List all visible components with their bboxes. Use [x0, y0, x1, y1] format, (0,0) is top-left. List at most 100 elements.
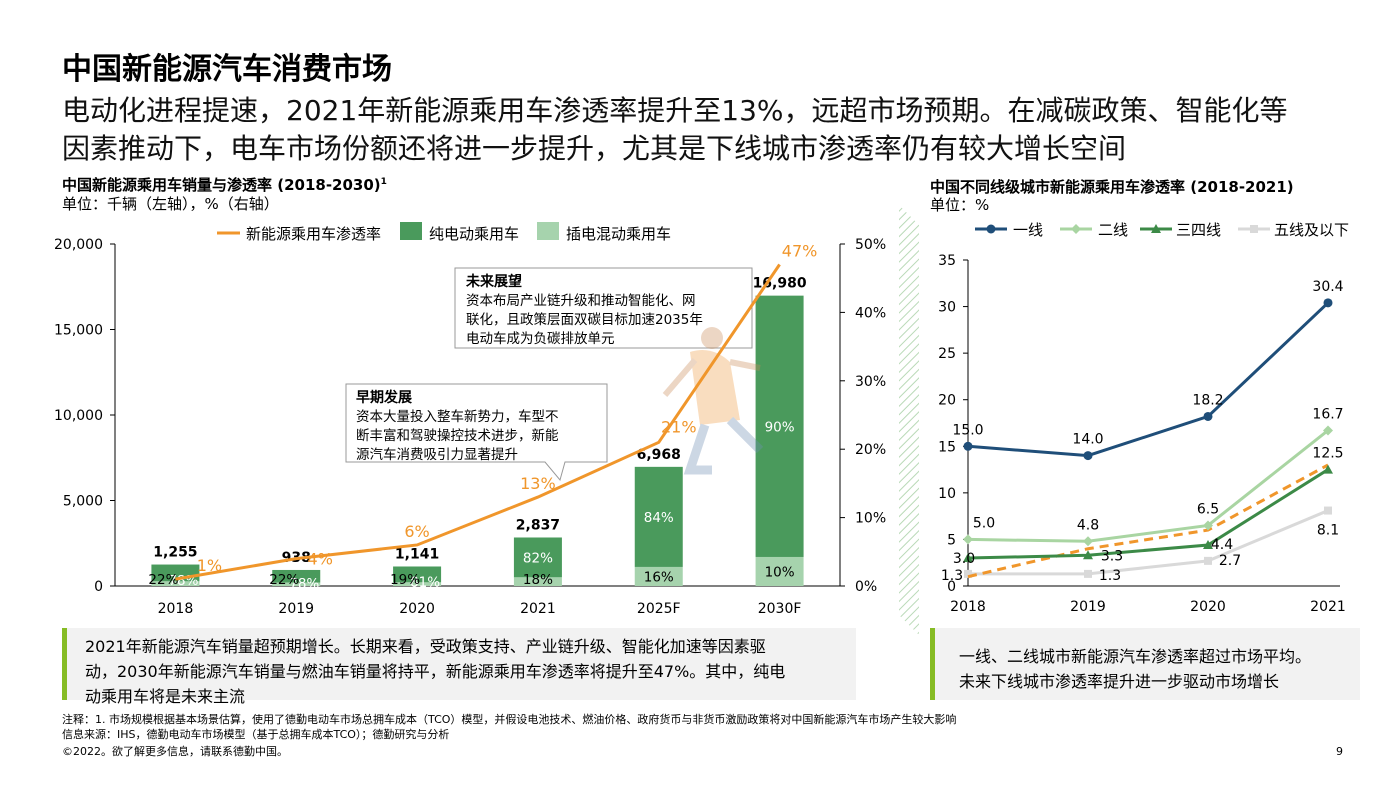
- right-chart-y-tick-label: 0: [947, 579, 956, 595]
- series-value-label: 5.0: [973, 515, 995, 531]
- series-value-label: 16.7: [1312, 406, 1343, 422]
- bar-phev-label: 10%: [765, 564, 795, 580]
- sales-penetration-chart: 新能源乘用车渗透率 纯电动乘用车 插电混动乘用车 0 5,000 10,000 15,…: [54, 222, 886, 617]
- right-chart-y-tick-label: 25: [938, 346, 956, 362]
- panel-divider: [899, 205, 919, 635]
- bar-phev-label: 22%: [269, 572, 299, 588]
- right-chart-title: 中国不同线级城市新能源乘用车渗透率 (2018-2021): [930, 178, 1294, 196]
- bar-phev-label: 22%: [148, 572, 178, 588]
- left-y-tick-label: 0: [94, 579, 103, 595]
- bar-phev: [393, 582, 442, 586]
- page-title: 中国新能源汽车消费市场: [62, 52, 392, 87]
- series-marker: [1203, 540, 1213, 550]
- legend-tier2: 二线: [1098, 221, 1128, 239]
- footer-copyright: ©2022。欲了解更多信息，请联系德勤中国。: [62, 745, 288, 758]
- series-marker: [1083, 550, 1093, 560]
- right-y-tick-label: 0%: [855, 579, 877, 595]
- series-value-label: 30.4: [1312, 279, 1343, 295]
- callout-early-line-1: 资本大量投入整车新势力，车型不: [356, 408, 559, 425]
- right-chart-x-tick-label: 2021: [1310, 599, 1346, 615]
- callout-early: 早期发展 资本大量投入整车新势力，车型不 断丰富和驾驶操控技术进步，新能 源汽车…: [345, 383, 608, 482]
- bar-bev-label: 78%: [289, 576, 319, 592]
- right-chart-series: 1.3 1.3 2.7 8.1 3.0 3.3 4.4 12.5 5.0 4.8 6.5 16.7 15…: [941, 279, 1344, 584]
- bar-bev-label: 84%: [644, 510, 674, 526]
- legend-phev: 插电混动乘用车: [566, 225, 671, 243]
- x-tick-label: 2018: [158, 601, 194, 617]
- left-y-tick-label: 15,000: [54, 323, 103, 339]
- series-marker: [963, 534, 973, 545]
- series-marker: [1204, 556, 1212, 565]
- series-line: [967, 429, 1329, 543]
- series-marker: [1324, 506, 1332, 515]
- right-chart-y-tick-label: 30: [938, 300, 956, 316]
- series-line: [967, 463, 1329, 579]
- bar-total-label: 1,255: [153, 545, 197, 561]
- callout-future-title: 未来展望: [466, 273, 522, 290]
- bar-bev: [634, 466, 683, 567]
- callout-early-line-3: 源汽车消费吸引力显著提升: [356, 446, 518, 463]
- bar-bev: [393, 566, 442, 583]
- bar-bev: [272, 569, 321, 583]
- right-chart-x-tick-label: 2020: [1190, 599, 1226, 615]
- footer-source: 信息来源：IHS，德勤电动车市场模型（基于总拥车成本TCO）；德勤研究与分析: [62, 728, 450, 741]
- page-headline: 电动化进程提速，2021年新能源乘用车渗透率提升至13%，远超市场预期。在减碳政…: [62, 92, 1362, 168]
- right-y-tick-label: 40%: [855, 305, 886, 321]
- bar-phev: [634, 566, 683, 586]
- right-y-tick-label: 20%: [855, 442, 886, 458]
- left-legend: 新能源乘用车渗透率 纯电动乘用车 插电混动乘用车: [217, 222, 671, 243]
- footer: 注释：1. 市场规模根据基本场景估算，使用了德勤电动车市场总拥车成本（TCO）模…: [62, 712, 1362, 759]
- series-marker: [1323, 464, 1333, 474]
- series-value-label: 4.4: [1211, 537, 1233, 553]
- headline-line-1: 电动化进程提速，2021年新能源乘用车渗透率提升至13%，远超市场预期。在减碳政…: [62, 94, 1288, 127]
- series-line: [967, 468, 1329, 560]
- left-y-tick-label: 10,000: [54, 408, 103, 424]
- bar-bev: [755, 295, 804, 557]
- right-chart-y-tick-label: 5: [947, 532, 956, 548]
- bar-phev: [755, 556, 804, 586]
- penetration-label: 1%: [197, 556, 222, 575]
- page-number: 9: [1336, 745, 1343, 758]
- series-value-label: 4.8: [1077, 517, 1099, 533]
- series-value-label: 12.5: [1312, 446, 1343, 462]
- legend-penetration: 新能源乘用车渗透率: [246, 225, 381, 243]
- callout-future-line-2: 联化，且政策层面双碳目标加速2035年: [466, 311, 703, 328]
- legend-tier34-marker: [1151, 224, 1161, 233]
- callout-future: 未来展望 资本布局产业链升级和推动智能化、网 联化，且政策层面双碳目标加速203…: [454, 267, 753, 349]
- series-value-label: 2.7: [1219, 553, 1241, 569]
- x-tick-label: 2030F: [758, 601, 802, 617]
- bar-total-label: 16,980: [753, 276, 807, 292]
- right-chart-x-tick-label: 2018: [950, 599, 986, 615]
- series-value-label: 6.5: [1197, 501, 1219, 517]
- penetration-line-path: [175, 263, 781, 581]
- bar-phev-label: 19%: [390, 572, 420, 588]
- callout-early-box: [345, 383, 608, 482]
- left-note-line-2: 动，2030年新能源汽车销量与燃油车销量将持平，新能源乘用车渗透率将提升至47%…: [85, 662, 786, 681]
- right-chart-x-ticks: 2018 2019 2020 2021: [950, 599, 1346, 615]
- series-marker: [964, 569, 972, 578]
- penetration-label: 13%: [520, 474, 556, 493]
- bar-phev: [513, 577, 562, 586]
- callout-future-line-3: 电动车成为负碳排放单元: [466, 330, 615, 347]
- series-marker: [1203, 520, 1213, 531]
- penetration-label: 4%: [308, 550, 333, 569]
- series-marker: [1203, 411, 1213, 421]
- x-tick-label: 2020: [399, 601, 435, 617]
- penetration-label: 6%: [404, 522, 429, 541]
- left-note-line-1: 2021年新能源汽车销量超预期增长。长期来看，受政策支持、产业链升级、智能化加速…: [85, 637, 766, 656]
- left-y-tick-label: 20,000: [54, 237, 103, 253]
- x-tick-label: 2019: [278, 601, 314, 617]
- legend-bev: 纯电动乘用车: [429, 225, 519, 243]
- series-marker: [1323, 298, 1333, 308]
- right-y-ticks: 0% 10% 20% 30% 40% 50%: [840, 237, 886, 595]
- bar-phev-label: 18%: [523, 572, 553, 588]
- series-marker: [1323, 425, 1333, 436]
- series-value-label: 1.3: [941, 568, 963, 584]
- series-value-label: 18.2: [1192, 392, 1223, 408]
- series-value-label: 3.3: [1101, 548, 1123, 564]
- series-value-label: 15.0: [952, 422, 983, 438]
- legend-tier5: 五线及以下: [1274, 221, 1349, 239]
- legend-tier1-marker: [986, 224, 996, 234]
- series-value-label: 1.3: [1099, 568, 1121, 584]
